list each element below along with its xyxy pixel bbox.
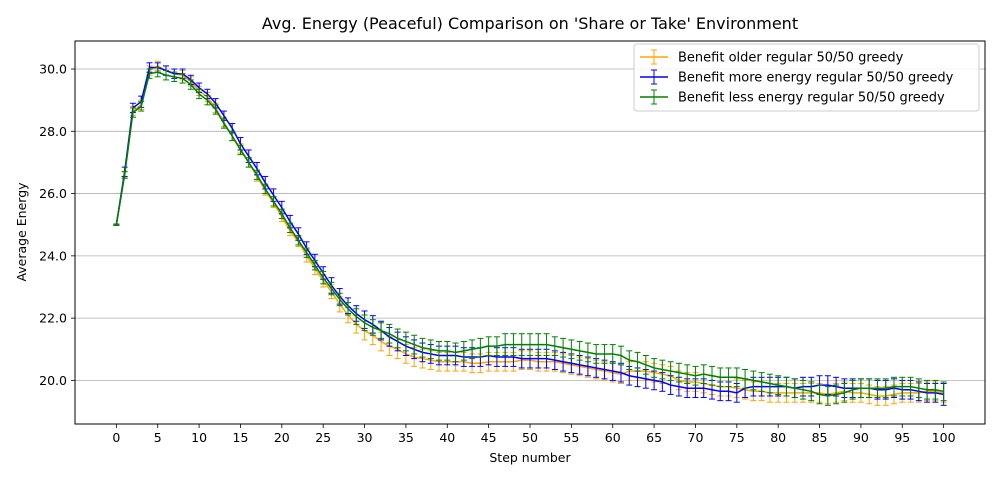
y-tick-label: 22.0 xyxy=(39,311,67,326)
y-tick-label: 20.0 xyxy=(39,373,67,388)
y-tick-label: 28.0 xyxy=(39,124,67,139)
legend-label: Benefit less energy regular 50/50 greedy xyxy=(678,91,945,106)
legend-label: Benefit more energy regular 50/50 greedy xyxy=(678,71,954,86)
series-line xyxy=(115,71,944,397)
x-tick-label: 85 xyxy=(812,430,828,445)
x-tick-label: 60 xyxy=(605,430,621,445)
x-tick-label: 90 xyxy=(853,430,869,445)
x-tick-label: 0 xyxy=(112,430,120,445)
legend: Benefit older regular 50/50 greedy Benefi… xyxy=(633,43,980,112)
y-tick-label: 24.0 xyxy=(39,248,67,263)
x-tick-label: 45 xyxy=(481,430,497,445)
x-tick-label: 65 xyxy=(646,430,662,445)
y-axis-label: Average Energy xyxy=(14,182,29,282)
x-tick-label: 55 xyxy=(563,430,579,445)
legend-label: Benefit older regular 50/50 greedy xyxy=(678,51,904,66)
chart-title: Avg. Energy (Peaceful) Comparison on 'Sh… xyxy=(262,14,798,33)
x-tick-label: 5 xyxy=(154,430,162,445)
legend-box xyxy=(633,43,980,112)
series-line xyxy=(115,66,944,396)
x-tick-label: 50 xyxy=(522,430,538,445)
series-layer xyxy=(113,60,947,406)
series-3 xyxy=(113,66,947,406)
x-tick-label: 80 xyxy=(770,430,786,445)
x-tick-label: 25 xyxy=(315,430,331,445)
x-tick-label: 95 xyxy=(894,430,910,445)
legend-entry: Benefit older regular 50/50 greedy xyxy=(640,49,904,66)
x-tick-label: 100 xyxy=(932,430,956,445)
x-axis-label: Step number xyxy=(489,450,571,465)
x-tick-label: 20 xyxy=(274,430,290,445)
y-tick-label: 30.0 xyxy=(39,62,67,77)
legend-entry: Benefit less energy regular 50/50 greedy xyxy=(640,89,945,106)
x-tick-label: 15 xyxy=(233,430,249,445)
y-tick-label: 26.0 xyxy=(39,186,67,201)
x-tick-label: 35 xyxy=(398,430,414,445)
x-axis: 0 5 10 15 20 25 30 35 40 45 50 55 60 65 70 75 80 85 90 95 10… xyxy=(112,424,956,445)
x-tick-label: 70 xyxy=(688,430,704,445)
x-tick-label: 30 xyxy=(357,430,373,445)
legend-entry: Benefit more energy regular 50/50 greedy xyxy=(640,69,954,86)
x-tick-label: 40 xyxy=(439,430,455,445)
x-tick-label: 10 xyxy=(191,430,207,445)
x-tick-label: 75 xyxy=(729,430,745,445)
y-axis: 20.0 22.0 24.0 26.0 28.0 30.0 xyxy=(39,62,75,388)
